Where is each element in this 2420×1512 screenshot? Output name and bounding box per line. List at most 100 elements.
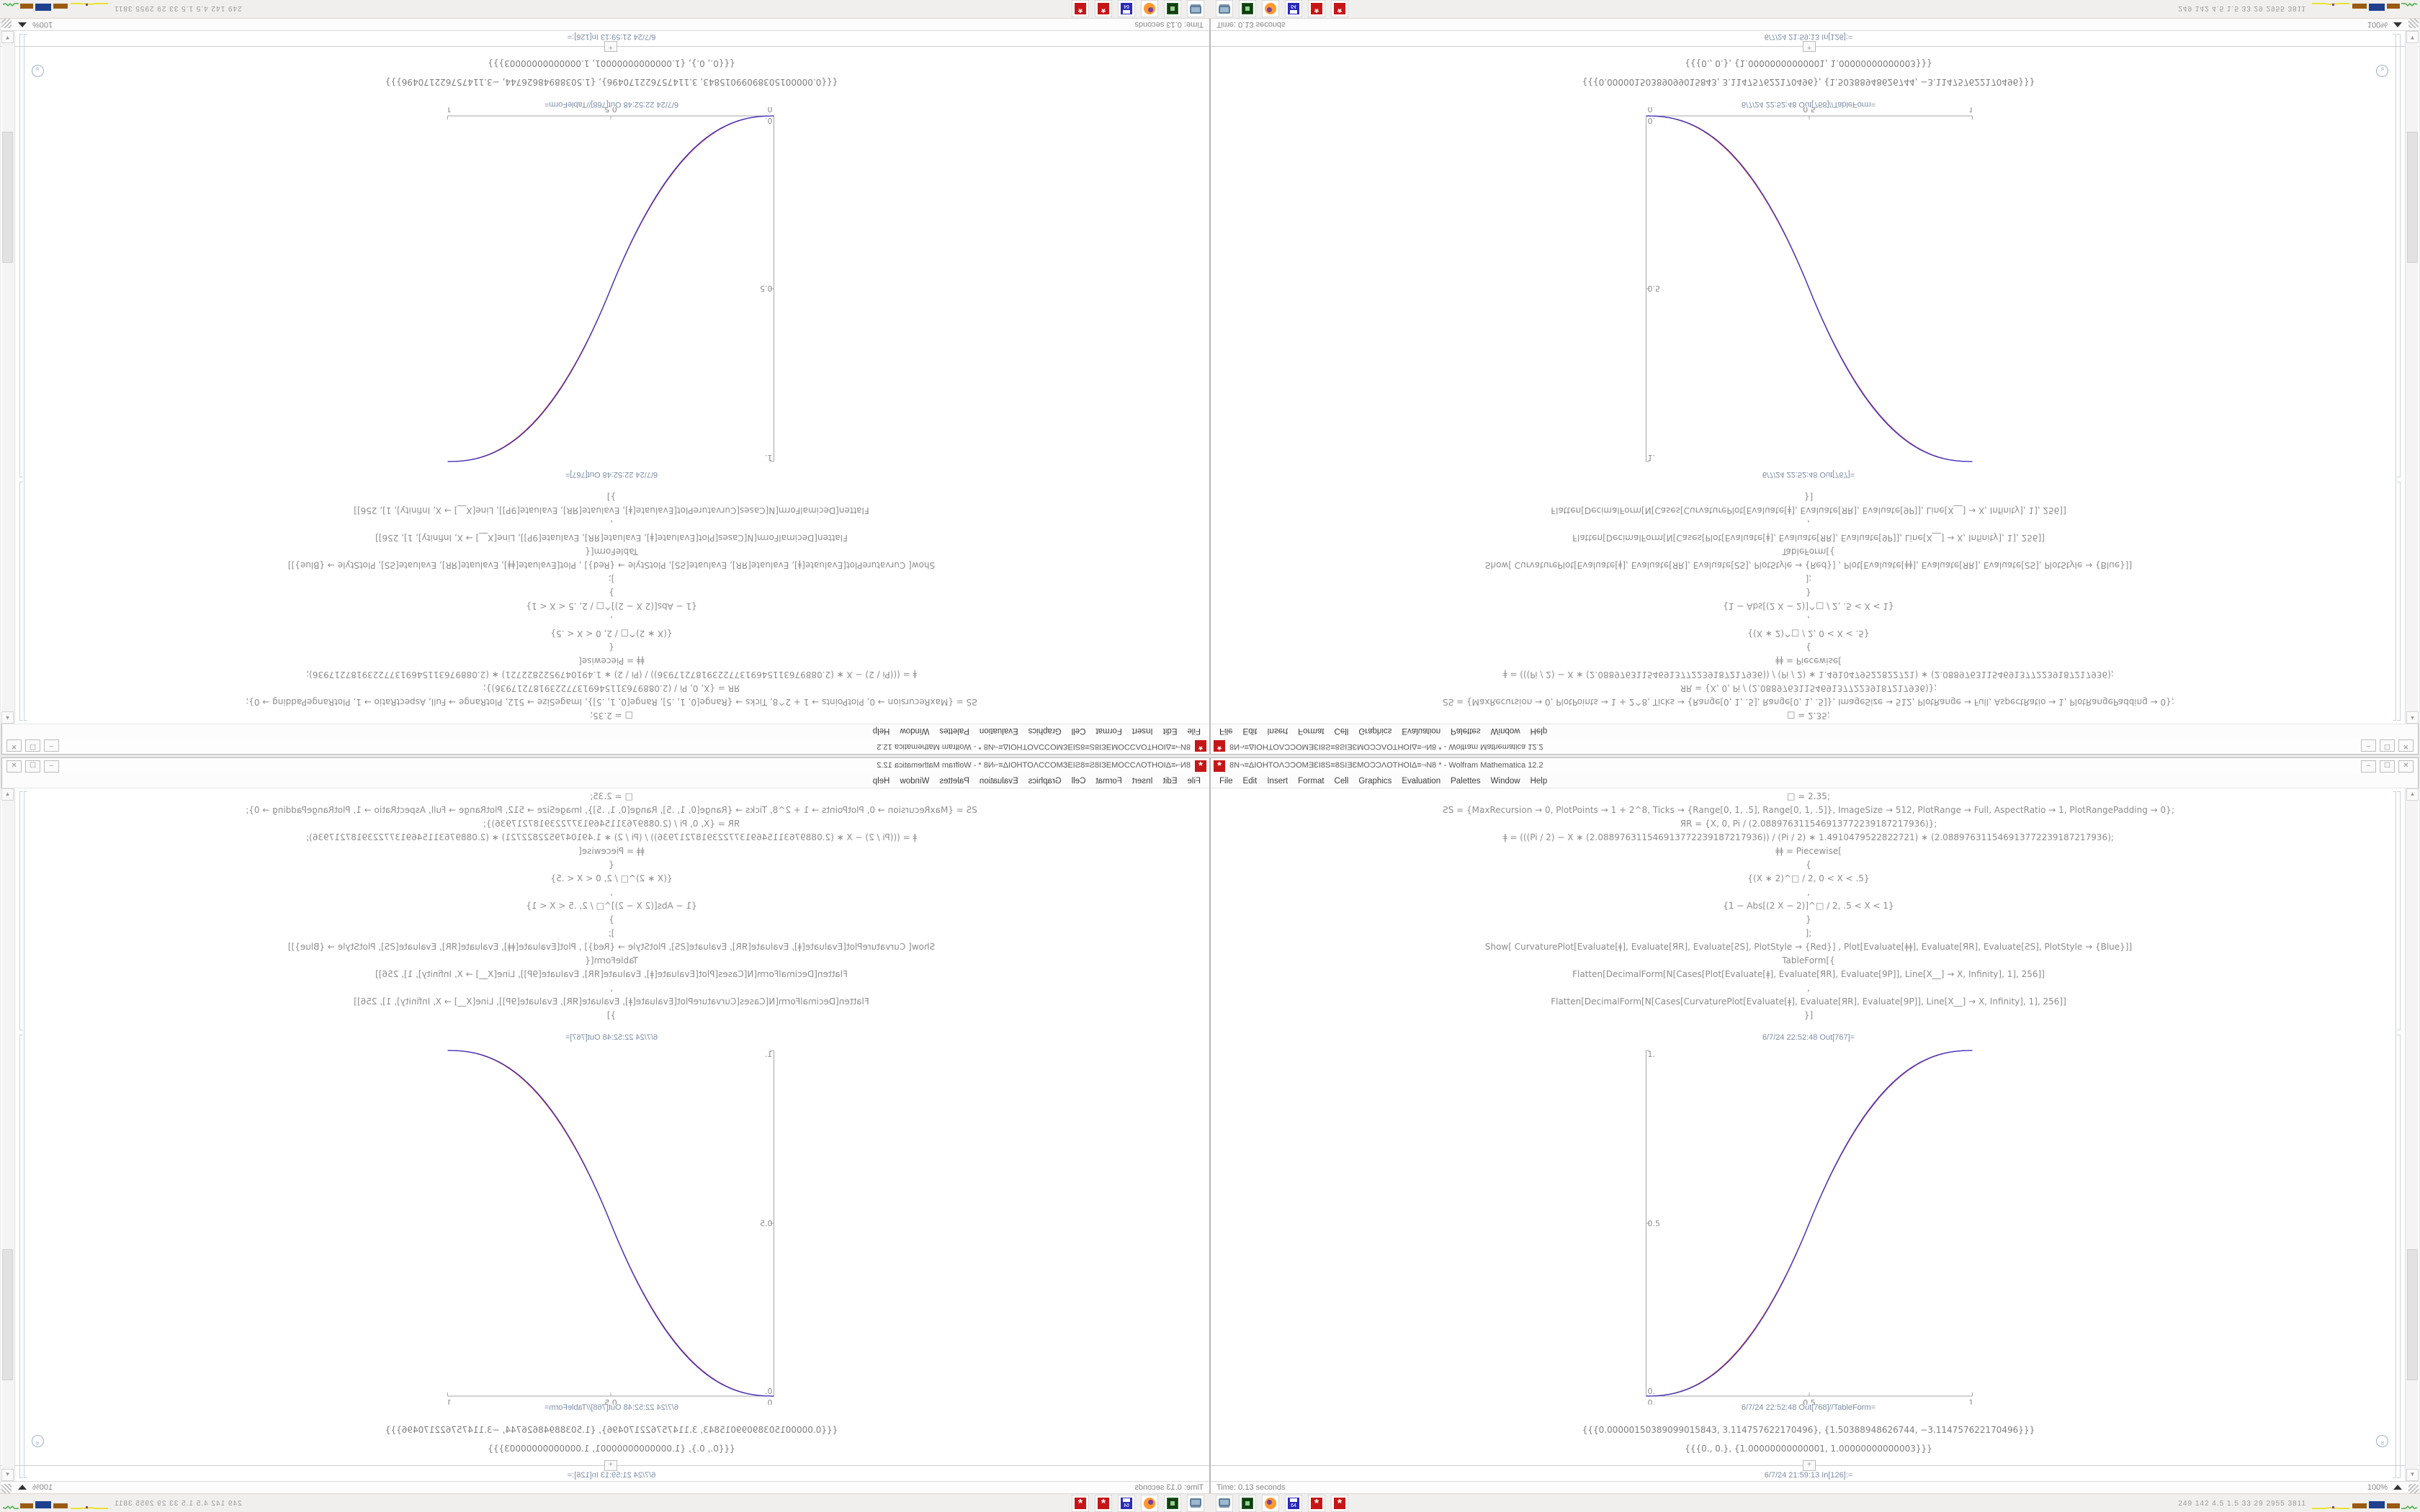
menu-item[interactable]: Window bbox=[1490, 777, 1520, 786]
resize-grip[interactable] bbox=[1, 18, 12, 28]
red-gear-icon[interactable]: * bbox=[1072, 1495, 1089, 1512]
menu-item[interactable]: File bbox=[1187, 726, 1201, 735]
menu-item[interactable]: Help bbox=[872, 777, 890, 786]
menu-item[interactable]: Format bbox=[1298, 777, 1325, 786]
system-monitor-icon[interactable] bbox=[1216, 1495, 1233, 1512]
menu-item[interactable]: Graphics bbox=[1028, 726, 1062, 735]
close-button[interactable]: ✕ bbox=[6, 760, 22, 773]
red-gear-icon[interactable]: * bbox=[1072, 0, 1089, 17]
menu-bar[interactable]: File Edit Insert Format Cell Graphics Evaluati… bbox=[1211, 774, 2418, 788]
cell-bracket[interactable] bbox=[2397, 34, 2401, 477]
menu-item[interactable]: Evaluation bbox=[1402, 777, 1441, 786]
firefox-icon[interactable] bbox=[1262, 0, 1279, 17]
title-bar[interactable]: * 8N¬≡ΔIOHTOΛƆƆOMƎƐI8S≡8SIƎƐMOƆƆΛOTHOIΔ≡… bbox=[1211, 758, 2418, 775]
cell-bracket[interactable] bbox=[19, 1035, 23, 1478]
cell-bracket[interactable] bbox=[19, 791, 23, 1030]
title-bar[interactable]: * 8N¬≡ΔIOHTOΛƆƆOMƎƐI8S≡8SIƎƐMOƆƆΛOTHOIΔ≡… bbox=[2, 758, 1209, 775]
menu-item[interactable]: Edit bbox=[1162, 777, 1178, 786]
floppy-disk-icon[interactable]: 64 bbox=[1285, 1495, 1302, 1512]
vertical-scrollbar[interactable]: ▲ ▼ bbox=[2405, 31, 2419, 724]
red-gear-icon[interactable]: * bbox=[1095, 0, 1112, 17]
red-gear-icon[interactable]: * bbox=[1095, 1495, 1112, 1512]
menu-item[interactable]: File bbox=[1187, 777, 1201, 786]
red-gear-icon[interactable]: * bbox=[1331, 1495, 1348, 1512]
menu-item[interactable]: File bbox=[1219, 777, 1233, 786]
cell-group-bracket[interactable] bbox=[2393, 791, 2396, 1478]
vertical-scrollbar[interactable]: ▲ ▼ bbox=[2405, 788, 2419, 1481]
menu-item[interactable]: Format bbox=[1298, 726, 1325, 735]
input-cell[interactable]: □ = 2.35; ƧS = {MaxRecursion → 0, PlotPoi… bbox=[14, 490, 1209, 722]
magnification-popup-icon[interactable] bbox=[2393, 22, 2402, 27]
maximize-button[interactable]: ☐ bbox=[2380, 739, 2395, 752]
scroll-up-icon[interactable]: ▲ bbox=[2406, 788, 2419, 801]
cell-bracket[interactable] bbox=[19, 482, 23, 721]
menu-item[interactable]: Help bbox=[872, 726, 890, 735]
menu-item[interactable]: Insert bbox=[1131, 726, 1153, 735]
scroll-down-icon[interactable]: ▼ bbox=[2406, 31, 2419, 43]
system-monitor-icon[interactable] bbox=[1187, 0, 1204, 17]
vertical-scrollbar[interactable]: ▲ ▼ bbox=[1, 31, 15, 724]
scrollbar-thumb[interactable] bbox=[2407, 132, 2418, 263]
maximize-button[interactable]: ☐ bbox=[2380, 760, 2395, 773]
menu-item[interactable]: Graphics bbox=[1358, 726, 1392, 735]
menu-item[interactable]: Palettes bbox=[1451, 726, 1481, 735]
red-gear-icon[interactable]: * bbox=[1308, 0, 1325, 17]
menu-bar[interactable]: File Edit Insert Format Cell Graphics Evaluati… bbox=[1211, 724, 2418, 738]
resize-grip[interactable] bbox=[2408, 18, 2419, 28]
system-monitor-icon[interactable] bbox=[1216, 0, 1233, 17]
close-button[interactable]: ✕ bbox=[6, 739, 22, 752]
firefox-icon[interactable] bbox=[1262, 1495, 1279, 1512]
red-gear-icon[interactable]: * bbox=[1331, 0, 1348, 17]
cell-bracket[interactable] bbox=[2397, 1035, 2401, 1478]
scroll-up-icon[interactable]: ▲ bbox=[1, 711, 14, 724]
insert-cell-plus-icon[interactable]: + bbox=[604, 41, 617, 52]
menu-item[interactable]: Window bbox=[900, 777, 930, 786]
cell-group-bracket[interactable] bbox=[24, 34, 27, 721]
menu-item[interactable]: Cell bbox=[1334, 777, 1349, 786]
scrollbar-thumb[interactable] bbox=[2, 132, 13, 263]
menu-item[interactable]: Cell bbox=[1334, 726, 1349, 735]
magnification-popup-icon[interactable] bbox=[18, 1485, 27, 1490]
cell-group-marker-icon[interactable]: » bbox=[2376, 1435, 2388, 1447]
menu-item[interactable]: Insert bbox=[1267, 777, 1289, 786]
menu-item[interactable]: Help bbox=[1530, 726, 1548, 735]
menu-item[interactable]: Evaluation bbox=[979, 726, 1018, 735]
scroll-down-icon[interactable]: ▼ bbox=[1, 1469, 14, 1481]
menu-item[interactable]: Cell bbox=[1071, 777, 1086, 786]
green-device-icon[interactable] bbox=[1239, 1495, 1256, 1512]
scrollbar-thumb[interactable] bbox=[2407, 1249, 2418, 1380]
insert-cell-plus-icon[interactable]: + bbox=[604, 1460, 617, 1471]
title-bar[interactable]: * 8N¬≡ΔIOHTOΛƆƆOMƎƐI8S≡8SIƎƐMOƆƆΛOTHOIΔ≡… bbox=[2, 737, 1209, 754]
magnification-popup-icon[interactable] bbox=[2393, 1485, 2402, 1490]
input-cell[interactable]: □ = 2.35; ƧS = {MaxRecursion → 0, PlotPoi… bbox=[1211, 490, 2406, 722]
insert-cell-plus-icon[interactable]: + bbox=[1803, 1460, 1816, 1471]
cell-bracket[interactable] bbox=[2397, 791, 2401, 1030]
scroll-down-icon[interactable]: ▼ bbox=[2406, 1469, 2419, 1481]
menu-item[interactable]: Edit bbox=[1242, 777, 1258, 786]
minimize-button[interactable]: – bbox=[44, 760, 59, 773]
cell-group-bracket[interactable] bbox=[24, 791, 27, 1478]
close-button[interactable]: ✕ bbox=[2398, 760, 2414, 773]
menu-item[interactable]: Insert bbox=[1267, 726, 1289, 735]
cell-bracket[interactable] bbox=[19, 34, 23, 477]
menu-item[interactable]: Cell bbox=[1071, 726, 1086, 735]
red-gear-icon[interactable]: * bbox=[1308, 1495, 1325, 1512]
input-cell[interactable]: □ = 2.35; ƧS = {MaxRecursion → 0, PlotPoi… bbox=[1211, 790, 2406, 1022]
minimize-button[interactable]: – bbox=[2361, 760, 2376, 773]
input-cell[interactable]: □ = 2.35; ƧS = {MaxRecursion → 0, PlotPoi… bbox=[14, 790, 1209, 1022]
magnification-level[interactable]: 100% bbox=[32, 20, 53, 29]
floppy-disk-icon[interactable]: 64 bbox=[1118, 1495, 1135, 1512]
cell-group-marker-icon[interactable]: » bbox=[32, 1435, 44, 1447]
scrollbar-thumb[interactable] bbox=[2, 1249, 13, 1380]
system-monitor-icon[interactable] bbox=[1187, 1495, 1204, 1512]
menu-item[interactable]: Format bbox=[1095, 726, 1122, 735]
menu-item[interactable]: Insert bbox=[1131, 777, 1153, 786]
magnification-level[interactable]: 100% bbox=[2367, 1483, 2388, 1492]
menu-bar[interactable]: File Edit Insert Format Cell Graphics Evaluati… bbox=[2, 774, 1209, 788]
title-bar[interactable]: * 8N¬≡ΔIOHTOΛƆƆOMƎƐI8S≡8SIƎƐMOƆƆΛOTHOIΔ≡… bbox=[1211, 737, 2418, 754]
green-device-icon[interactable] bbox=[1164, 0, 1181, 17]
menu-item[interactable]: Edit bbox=[1162, 726, 1178, 735]
cell-group-marker-icon[interactable]: » bbox=[32, 65, 44, 77]
menu-item[interactable]: Window bbox=[1490, 726, 1520, 735]
menu-item[interactable]: File bbox=[1219, 726, 1233, 735]
